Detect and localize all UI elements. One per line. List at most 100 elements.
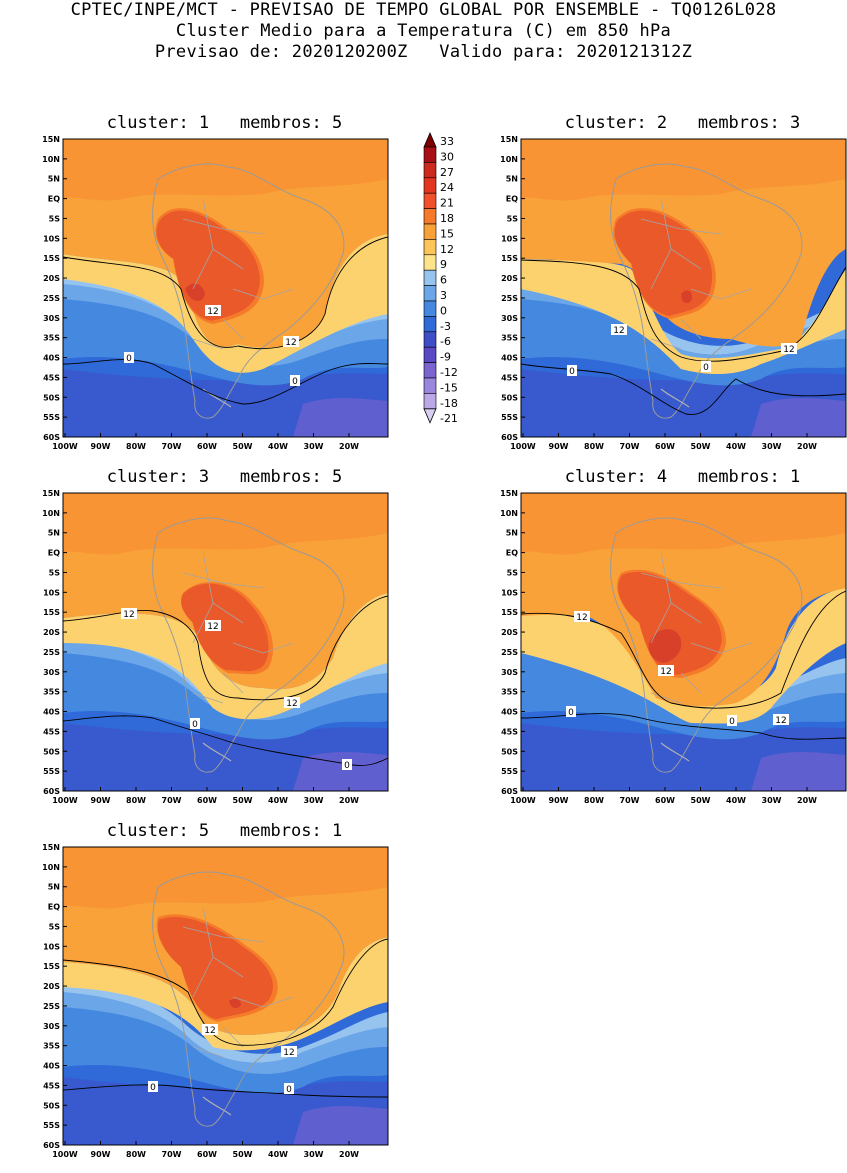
lon-tick-label: 70W bbox=[162, 442, 182, 451]
colorbar-swatch bbox=[423, 393, 437, 410]
lon-tick-label: 70W bbox=[162, 1150, 182, 1159]
map-panel-1: 12 12 0 0 15N 10N 5N EQ 5S 10S 15S 20S 25S 30S 35S 40S 4… bbox=[30, 135, 390, 465]
contour-label-bg bbox=[190, 718, 200, 729]
lon-tick-label: 70W bbox=[162, 796, 182, 805]
lat-tick-label: 10N bbox=[42, 863, 60, 872]
lat-tick-label: EQ bbox=[48, 903, 60, 912]
lon-tick-label: 40W bbox=[268, 796, 288, 805]
lon-tick-label: 100W bbox=[52, 1150, 78, 1159]
colorbar-bottom-arrow bbox=[423, 408, 437, 424]
lat-tick-label: 15S bbox=[501, 608, 518, 617]
lat-tick-label: 30S bbox=[43, 314, 60, 323]
colorbar-level-label: -12 bbox=[440, 366, 458, 379]
contour-label: 12 bbox=[207, 307, 218, 317]
lon-tick-label: 30W bbox=[762, 796, 782, 805]
lon-tick-label: 90W bbox=[91, 796, 111, 805]
lat-tick-label: 55S bbox=[501, 413, 518, 422]
lon-tick-label: 50W bbox=[233, 796, 253, 805]
contour-label: 0 bbox=[292, 377, 298, 387]
lat-tick-label: 25S bbox=[501, 648, 518, 657]
lat-tick-label: 55S bbox=[43, 413, 60, 422]
map-panel-2: 12 12 0 0 15N 10N 5N EQ 5S 10S 15S 20S 25S 30S 35S 40S 4… bbox=[488, 135, 847, 465]
colorbar-level-label: 6 bbox=[440, 274, 447, 287]
lon-tick-label: 60W bbox=[655, 796, 675, 805]
lon-tick-label: 40W bbox=[726, 442, 746, 451]
lon-tick-label: 60W bbox=[655, 442, 675, 451]
contour-label: 0 bbox=[192, 720, 198, 730]
lon-tick-label: 40W bbox=[268, 1150, 288, 1159]
contour-label-bg bbox=[773, 714, 789, 725]
lat-tick-label: 25S bbox=[43, 294, 60, 303]
lon-tick-label: 60W bbox=[197, 1150, 217, 1159]
colorbar-level-label: -6 bbox=[440, 335, 451, 348]
lon-tick-label: 20W bbox=[339, 1150, 359, 1159]
lon-tick-label: 30W bbox=[304, 442, 324, 451]
lat-tick-label: 5N bbox=[48, 883, 60, 892]
lat-tick-label: 55S bbox=[43, 767, 60, 776]
colorbar-level-label: 27 bbox=[440, 166, 454, 179]
lon-tick-label: 30W bbox=[762, 442, 782, 451]
lon-tick-label: 100W bbox=[510, 442, 536, 451]
lat-tick-label: 50S bbox=[501, 393, 518, 402]
lat-tick-label: 45S bbox=[43, 1081, 60, 1090]
contour-label: 12 bbox=[123, 610, 134, 620]
lat-tick-label: 45S bbox=[501, 727, 518, 736]
lat-tick-label: 5S bbox=[507, 214, 519, 223]
lon-tick-label: 100W bbox=[52, 442, 78, 451]
panel-title-1: cluster: 1 membros: 5 bbox=[106, 113, 343, 133]
lat-tick-label: 10N bbox=[500, 155, 518, 164]
lat-tick-label: EQ bbox=[48, 549, 60, 558]
colorbar-swatch bbox=[423, 377, 437, 394]
colorbar-swatch bbox=[423, 362, 437, 379]
colorbar-swatch bbox=[423, 269, 437, 286]
lat-tick-label: 45S bbox=[43, 727, 60, 736]
contour-label-bg bbox=[281, 1046, 297, 1057]
lat-tick-label: 5S bbox=[507, 568, 519, 577]
lon-tick-label: 50W bbox=[233, 442, 253, 451]
lat-tick-label: 10N bbox=[42, 509, 60, 518]
lat-tick-label: 30S bbox=[43, 1022, 60, 1031]
panel-title-2: cluster: 2 membros: 3 bbox=[564, 113, 801, 133]
colorbar-swatch bbox=[423, 177, 437, 194]
colorbar-swatch bbox=[423, 223, 437, 240]
lat-tick-label: 15N bbox=[500, 489, 518, 498]
lon-tick-label: 100W bbox=[510, 796, 536, 805]
colorbar-level-label: 21 bbox=[440, 197, 454, 210]
lat-tick-label: 10N bbox=[500, 509, 518, 518]
contour-label-bg bbox=[205, 620, 221, 631]
colorbar-level-label: 24 bbox=[440, 181, 454, 194]
contour-label: 12 bbox=[783, 345, 794, 355]
lat-tick-label: 25S bbox=[43, 648, 60, 657]
colorbar-level-label: -3 bbox=[440, 320, 451, 333]
lat-tick-label: 30S bbox=[501, 668, 518, 677]
panel-title-5: cluster: 5 membros: 1 bbox=[106, 821, 343, 841]
lat-tick-label: 15N bbox=[42, 135, 60, 144]
lat-tick-label: 5N bbox=[506, 529, 518, 538]
lon-tick-label: 50W bbox=[233, 1150, 253, 1159]
lat-tick-label: 15S bbox=[501, 254, 518, 263]
lat-tick-label: 10S bbox=[43, 942, 60, 951]
lat-tick-label: 60S bbox=[501, 433, 518, 442]
lat-tick-label: 10S bbox=[501, 234, 518, 243]
lat-tick-label: 40S bbox=[43, 1062, 60, 1071]
lat-tick-label: 20S bbox=[43, 628, 60, 637]
contour-label: 0 bbox=[126, 354, 132, 364]
lon-tick-label: 70W bbox=[620, 796, 640, 805]
lat-tick-label: 60S bbox=[501, 787, 518, 796]
colorbar-swatch bbox=[423, 300, 437, 317]
colorbar-level-label: 0 bbox=[440, 304, 447, 317]
lat-tick-label: 60S bbox=[43, 787, 60, 796]
lat-tick-label: 15S bbox=[43, 254, 60, 263]
lat-tick-label: 35S bbox=[43, 688, 60, 697]
lat-tick-label: 50S bbox=[43, 1101, 60, 1110]
map-svg: 12 12 12 0 0 15N 10N 5N EQ 5S 10S 15S 20S 25S 30S 35S 40… bbox=[500, 489, 847, 805]
contour-label: 0 bbox=[703, 363, 709, 373]
lat-tick-label: 10S bbox=[501, 588, 518, 597]
colorbar-top-arrow bbox=[423, 131, 437, 148]
contour-label: 12 bbox=[613, 326, 624, 336]
lon-tick-label: 90W bbox=[91, 1150, 111, 1159]
contour-label: 12 bbox=[286, 699, 297, 709]
lat-tick-label: EQ bbox=[506, 549, 518, 558]
contour-label: 0 bbox=[150, 1083, 156, 1093]
